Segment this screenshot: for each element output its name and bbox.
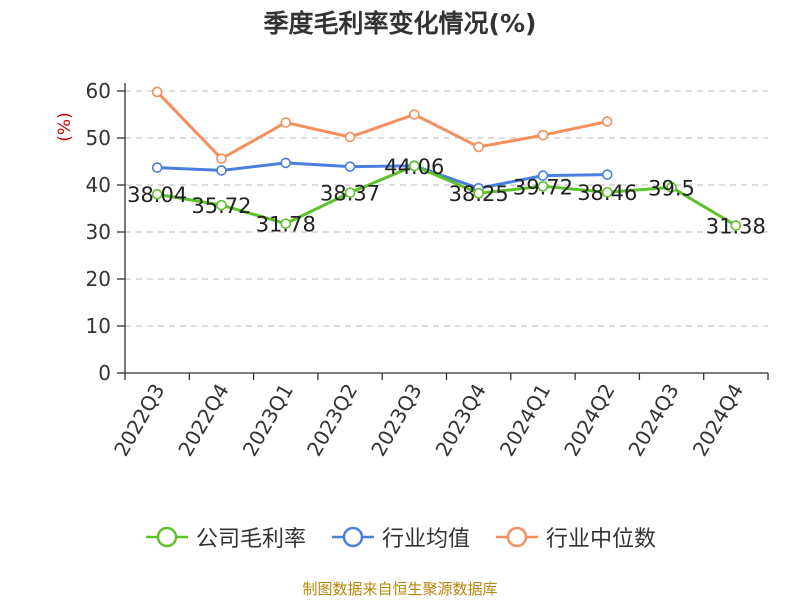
legend-label: 行业均值 xyxy=(381,527,470,552)
data-point xyxy=(216,199,227,211)
source-note: 制图数据来自恒生聚源数据库 xyxy=(302,580,498,598)
x-tick-label: 2024Q3 xyxy=(623,380,683,461)
data-point xyxy=(151,162,163,173)
legend-swatch xyxy=(496,526,538,548)
data-point xyxy=(473,187,484,199)
x-tick-label: 2023Q2 xyxy=(302,380,362,461)
data-label: 31.38 xyxy=(706,215,766,239)
x-tick-label: 2023Q4 xyxy=(431,380,491,461)
x-tick-label: 2024Q2 xyxy=(559,380,619,461)
x-tick-label: 2022Q3 xyxy=(109,380,169,461)
legend-item[interactable]: 行业中位数 xyxy=(494,521,656,553)
data-point xyxy=(537,170,549,181)
y-tick-label: 20 xyxy=(86,267,111,291)
legend: 公司毛利率 行业均值 行业中位数 xyxy=(0,520,800,554)
y-axis-title: (%) xyxy=(55,112,75,141)
data-point xyxy=(537,129,549,141)
legend-item[interactable]: 行业均值 xyxy=(330,521,470,553)
data-label: 38.37 xyxy=(320,182,380,206)
data-point xyxy=(601,169,613,180)
data-label: 44.06 xyxy=(384,155,444,179)
data-point xyxy=(409,109,420,120)
data-point xyxy=(601,186,613,198)
series-line xyxy=(156,164,737,227)
data-point xyxy=(280,157,292,169)
legend-swatch xyxy=(331,526,374,548)
chart-title: 季度毛利率变化情况(%) xyxy=(263,9,537,38)
data-point xyxy=(151,188,163,200)
axes: 0 10 20 30 40 50 60 (%) 2022Q3 2022Q4 2023Q1 2023Q2… xyxy=(55,79,769,461)
data-point xyxy=(473,141,484,153)
data-point xyxy=(344,131,356,143)
data-label: 31.78 xyxy=(256,213,316,237)
y-tick-label: 30 xyxy=(86,220,111,244)
series-line xyxy=(157,161,608,190)
x-tick-label: 2024Q1 xyxy=(495,380,555,461)
grid-lines xyxy=(125,90,768,327)
legend-label: 公司毛利率 xyxy=(195,527,306,552)
data-point xyxy=(216,165,227,176)
data-point xyxy=(730,220,742,231)
data-label: 38.25 xyxy=(449,182,509,206)
x-tick-label: 2023Q3 xyxy=(366,380,426,461)
data-label: 35.72 xyxy=(191,194,251,218)
data-point xyxy=(280,218,292,229)
data-point xyxy=(344,161,356,172)
data-point xyxy=(280,117,292,128)
data-label: 38.46 xyxy=(577,181,637,205)
data-label: 39.72 xyxy=(513,175,573,199)
data-point xyxy=(409,160,420,172)
x-tick-label: 2024Q4 xyxy=(688,380,748,461)
series-lines xyxy=(151,86,742,231)
data-point xyxy=(666,182,677,193)
y-tick-label: 10 xyxy=(86,314,111,338)
legend-swatch xyxy=(145,526,188,548)
legend-label: 行业中位数 xyxy=(546,527,657,552)
data-point xyxy=(537,181,549,192)
x-tick-label: 2022Q4 xyxy=(173,380,233,461)
data-point xyxy=(216,153,227,164)
data-label: 39.5 xyxy=(648,176,695,200)
x-tick-label: 2023Q1 xyxy=(238,380,298,461)
y-tick-label: 60 xyxy=(86,79,111,103)
y-tick-label: 0 xyxy=(98,361,111,385)
y-tick-label: 40 xyxy=(86,173,111,197)
y-tick-label: 50 xyxy=(86,126,111,150)
series-line xyxy=(156,90,608,161)
data-label: 38.04 xyxy=(127,183,187,207)
data-point xyxy=(601,116,613,127)
legend-item[interactable]: 公司毛利率 xyxy=(144,521,306,553)
data-point xyxy=(151,86,163,98)
data-point xyxy=(344,187,356,198)
